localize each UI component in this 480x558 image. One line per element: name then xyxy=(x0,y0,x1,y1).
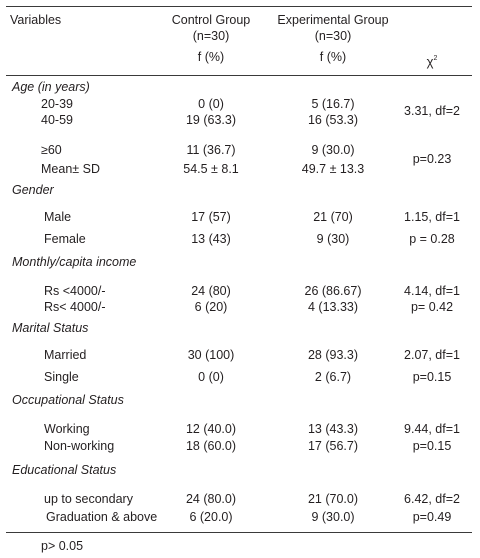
chi-value: 9.44, df=1 xyxy=(404,422,460,436)
experimental-cell: 2 (6.7) xyxy=(314,370,352,384)
row-label: 40-59 xyxy=(41,113,73,127)
p-value: p=0.49 xyxy=(412,510,452,524)
chi-value: 3.31, df=2 xyxy=(404,104,460,118)
section-education: Educational Status xyxy=(12,463,117,477)
experimental-cell: 9 (30.0) xyxy=(311,143,355,157)
control-cell: 24 (80.0) xyxy=(185,492,237,506)
chi-superscript: 2 xyxy=(433,55,438,62)
p-value: p=0.23 xyxy=(412,152,452,166)
experimental-cell: 9 (30) xyxy=(316,232,350,246)
row-label: Female xyxy=(44,232,86,246)
chi-value: 4.14, df=1 xyxy=(404,284,460,298)
chi-symbol: χ xyxy=(426,54,434,69)
experimental-cell: 13 (43.3) xyxy=(307,422,359,436)
section-marital: Marital Status xyxy=(12,321,89,335)
control-cell: 54.5 ± 8.1 xyxy=(183,162,239,176)
header-experimental-group: Experimental Group xyxy=(277,13,389,27)
header-control-group: Control Group xyxy=(171,13,251,27)
chi-value: 2.07, df=1 xyxy=(404,348,460,362)
header-rule xyxy=(6,75,472,76)
control-cell: 11 (36.7) xyxy=(186,143,236,157)
experimental-cell: 4 (13.33) xyxy=(307,300,359,314)
header-variables: Variables xyxy=(10,13,62,27)
control-cell: 6 (20) xyxy=(194,300,228,314)
bottom-rule xyxy=(6,532,472,533)
section-gender: Gender xyxy=(12,183,54,197)
control-cell: 12 (40.0) xyxy=(185,422,237,436)
header-experimental-n: (n=30) xyxy=(314,29,352,43)
experimental-cell: 21 (70) xyxy=(313,210,353,224)
experimental-cell: 17 (56.7) xyxy=(307,439,359,453)
control-cell: 17 (57) xyxy=(191,210,231,224)
control-cell: 24 (80) xyxy=(191,284,231,298)
section-age: Age (in years) xyxy=(12,80,90,94)
control-cell: 6 (20.0) xyxy=(189,510,233,524)
control-cell: 13 (43) xyxy=(191,232,231,246)
row-label: up to secondary xyxy=(44,492,133,506)
top-rule xyxy=(6,6,472,7)
row-label: Rs <4000/- xyxy=(44,284,106,298)
control-cell: 0 (0) xyxy=(198,97,224,111)
control-cell: 0 (0) xyxy=(198,370,224,384)
control-cell: 19 (63.3) xyxy=(185,113,237,127)
row-label: Working xyxy=(44,422,90,436)
control-cell: 18 (60.0) xyxy=(185,439,237,453)
section-income: Monthly/capita income xyxy=(12,255,137,269)
experimental-cell: 49.7 ± 13.3 xyxy=(301,162,365,176)
header-chi-square: χ2 xyxy=(427,51,438,69)
row-label: Graduation & above xyxy=(46,510,158,524)
row-label: Non-working xyxy=(44,439,115,453)
experimental-cell: 9 (30.0) xyxy=(311,510,355,524)
footnote: p> 0.05 xyxy=(41,539,84,553)
row-label: ≥60 xyxy=(41,143,62,157)
row-label: 20-39 xyxy=(41,97,73,111)
header-control-n: (n=30) xyxy=(192,29,230,43)
header-control-unit: f (%) xyxy=(197,50,225,64)
row-label: Mean± SD xyxy=(41,162,100,176)
row-label: Married xyxy=(44,348,87,362)
chi-value: 1.15, df=1 xyxy=(404,210,460,224)
row-label: Rs< 4000/- xyxy=(44,300,106,314)
experimental-cell: 5 (16.7) xyxy=(311,97,355,111)
experimental-cell: 21 (70.0) xyxy=(307,492,359,506)
header-experimental-unit: f (%) xyxy=(319,50,347,64)
chi-value: 6.42, df=2 xyxy=(404,492,460,506)
experimental-cell: 28 (93.3) xyxy=(307,348,359,362)
control-cell: 30 (100) xyxy=(187,348,235,362)
experimental-cell: 26 (86.67) xyxy=(304,284,362,298)
row-label: Single xyxy=(44,370,79,384)
p-value: p=0.15 xyxy=(412,439,452,453)
experimental-cell: 16 (53.3) xyxy=(307,113,359,127)
p-value: p= 0.42 xyxy=(410,300,454,314)
p-value: p=0.15 xyxy=(412,370,452,384)
row-label: Male xyxy=(44,210,72,224)
section-occupation: Occupational Status xyxy=(12,393,124,407)
p-value: p = 0.28 xyxy=(409,232,455,246)
